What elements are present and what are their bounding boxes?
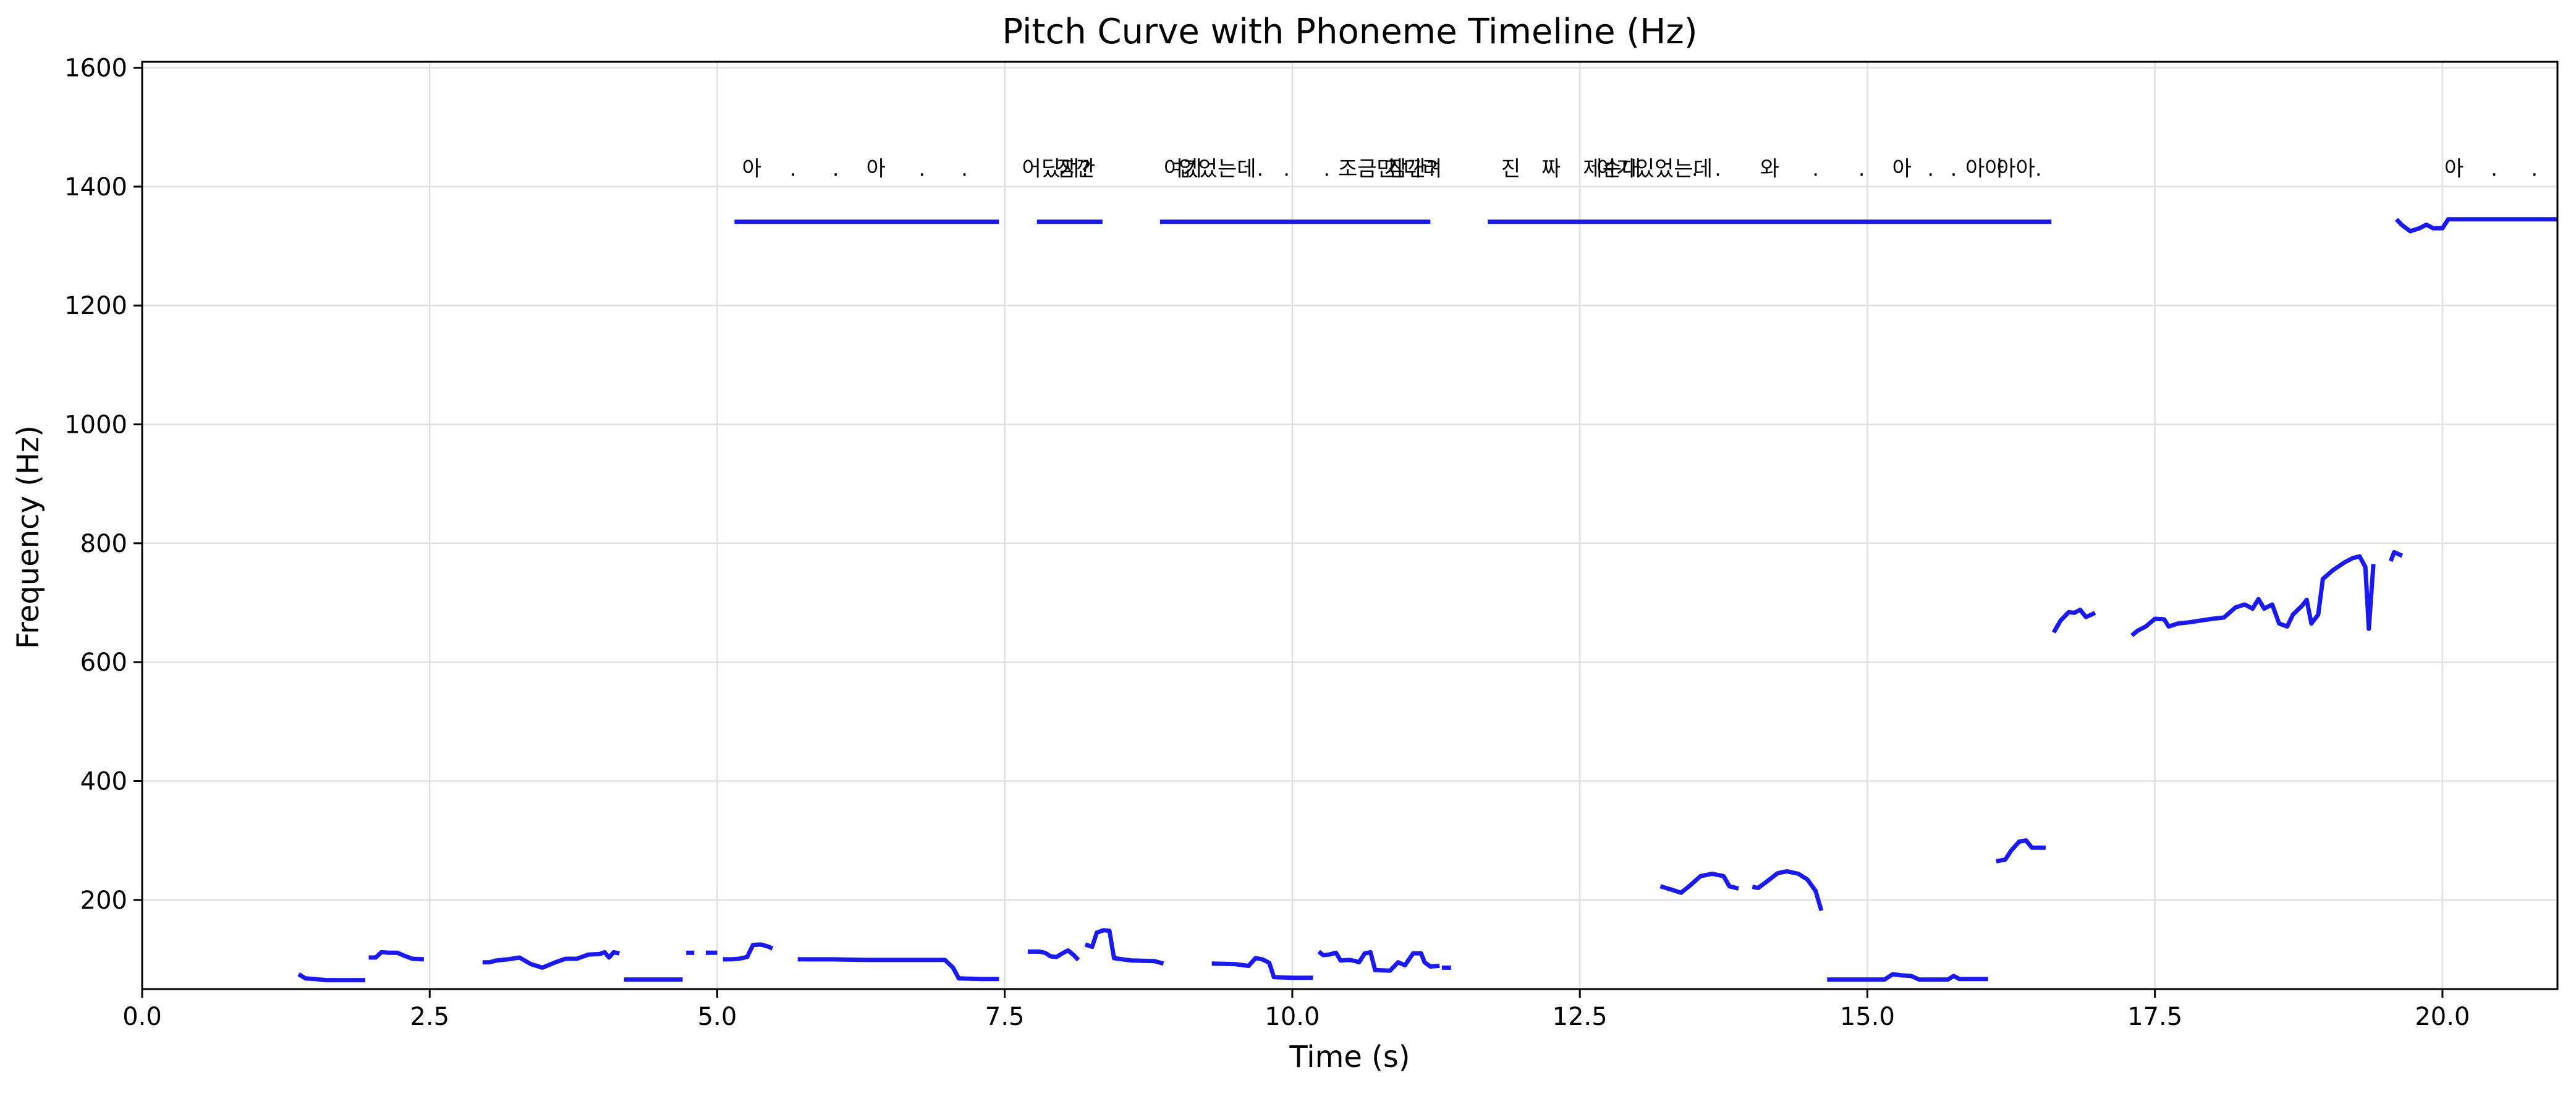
pitch-line-segment: [1084, 928, 1164, 966]
x-tick-label: 7.5: [985, 1003, 1025, 1031]
y-axis-label: Frequency (Hz): [11, 425, 46, 649]
plot-frame: [141, 61, 2559, 990]
phoneme-label: 진: [1501, 157, 1520, 182]
phoneme-label: 아: [1892, 157, 1912, 182]
phoneme-label: 기다려: [1384, 157, 1442, 182]
y-tick-label: 1400: [64, 173, 127, 202]
x-tick-label: 5.0: [698, 1003, 737, 1031]
pitch-line-segment: [1317, 949, 1440, 973]
y-axis-ticks: 200 400 600 800 1000 1200 1400 1600: [64, 54, 142, 915]
pitch-line-segment: [2051, 608, 2096, 634]
x-tick-label: 20.0: [2415, 1003, 2470, 1031]
pitch-line-segment: [797, 957, 999, 982]
pitch-line-segment: [368, 949, 425, 962]
pitch-line-segment: [722, 942, 774, 962]
phoneme-label: .: [1692, 157, 1698, 182]
phoneme-label: .: [1323, 157, 1330, 182]
phoneme-label: 없었는데: [1179, 157, 1256, 182]
pitch-line-segment: [2388, 550, 2404, 562]
phoneme-label: 여기: [1164, 157, 1203, 182]
pitch-line-segment: [1659, 872, 1739, 895]
phoneme-label: .: [961, 157, 968, 182]
phoneme-label: .: [1714, 157, 1721, 182]
phoneme-label: 아아: [1965, 157, 2004, 182]
phoneme-label: 짜: [1541, 157, 1561, 182]
phoneme-label: .: [1951, 157, 1957, 182]
x-tick-label: 12.5: [1553, 1003, 1608, 1031]
pitch-line-segment: [1752, 869, 1824, 912]
y-tick-label: 1000: [64, 411, 127, 440]
pitch-line-segment: [1996, 838, 2046, 864]
phoneme-label: 와: [1760, 157, 1779, 182]
x-axis-ticks: 0.0 2.5 5.0 7.5 10.0 12.5 15.0 17.5 20.0: [122, 989, 2470, 1031]
x-tick-label: 10.0: [1265, 1003, 1320, 1031]
y-tick-label: 600: [80, 648, 127, 677]
phoneme-label: .: [1812, 157, 1819, 182]
phoneme-label: 아: [2444, 157, 2464, 182]
pitch-line-segment: [1211, 956, 1313, 980]
phoneme-label: 잠깐?: [1388, 157, 1438, 182]
phoneme-label: 여기있었는데: [1596, 157, 1713, 182]
x-axis-label: Time (s): [1289, 1040, 1410, 1074]
chart-title: Pitch Curve with Phoneme Timeline (Hz): [1002, 12, 1697, 52]
phoneme-label: .: [2531, 157, 2538, 182]
phoneme-label: 아: [866, 157, 886, 182]
y-tick-label: 200: [80, 886, 127, 915]
x-tick-label: 17.5: [2127, 1003, 2182, 1031]
phoneme-label: 잠깐: [1057, 157, 1096, 182]
x-tick-label: 15.0: [1840, 1003, 1895, 1031]
phoneme-label: .: [833, 157, 839, 182]
pitch-line-segment: [2130, 554, 2376, 637]
phoneme-label: 어딨지?: [1022, 157, 1091, 182]
phoneme-label: .: [918, 157, 925, 182]
phoneme-label: .: [1927, 157, 1934, 182]
phoneme-label: .: [1256, 157, 1263, 182]
phoneme-label: 아: [742, 157, 761, 182]
pitch-line-segment: [482, 949, 621, 970]
y-tick-label: 800: [80, 530, 127, 558]
phoneme-label: .: [1283, 157, 1290, 182]
x-tick-label: 0.0: [122, 1003, 162, 1031]
pitch-line-segment: [2394, 217, 2557, 234]
phoneme-label: 아아.: [1996, 157, 2041, 182]
y-tick-label: 1200: [64, 292, 127, 320]
grid-lines: [141, 62, 2557, 989]
pitch-lines: [297, 217, 2557, 983]
x-tick-label: 2.5: [410, 1003, 449, 1031]
y-tick-label: 400: [80, 767, 127, 796]
y-tick-label: 1600: [64, 54, 127, 83]
pitch-line-segment: [297, 972, 365, 983]
phoneme-label: 제순대: [1583, 157, 1641, 182]
pitch-line-segment: [1827, 972, 1988, 982]
phoneme-label: .: [1858, 157, 1865, 182]
phoneme-label: .: [790, 157, 797, 182]
phoneme-label: 조금만: [1338, 157, 1396, 182]
pitch-line-segment: [1027, 948, 1080, 962]
phoneme-label: .: [2491, 157, 2498, 182]
